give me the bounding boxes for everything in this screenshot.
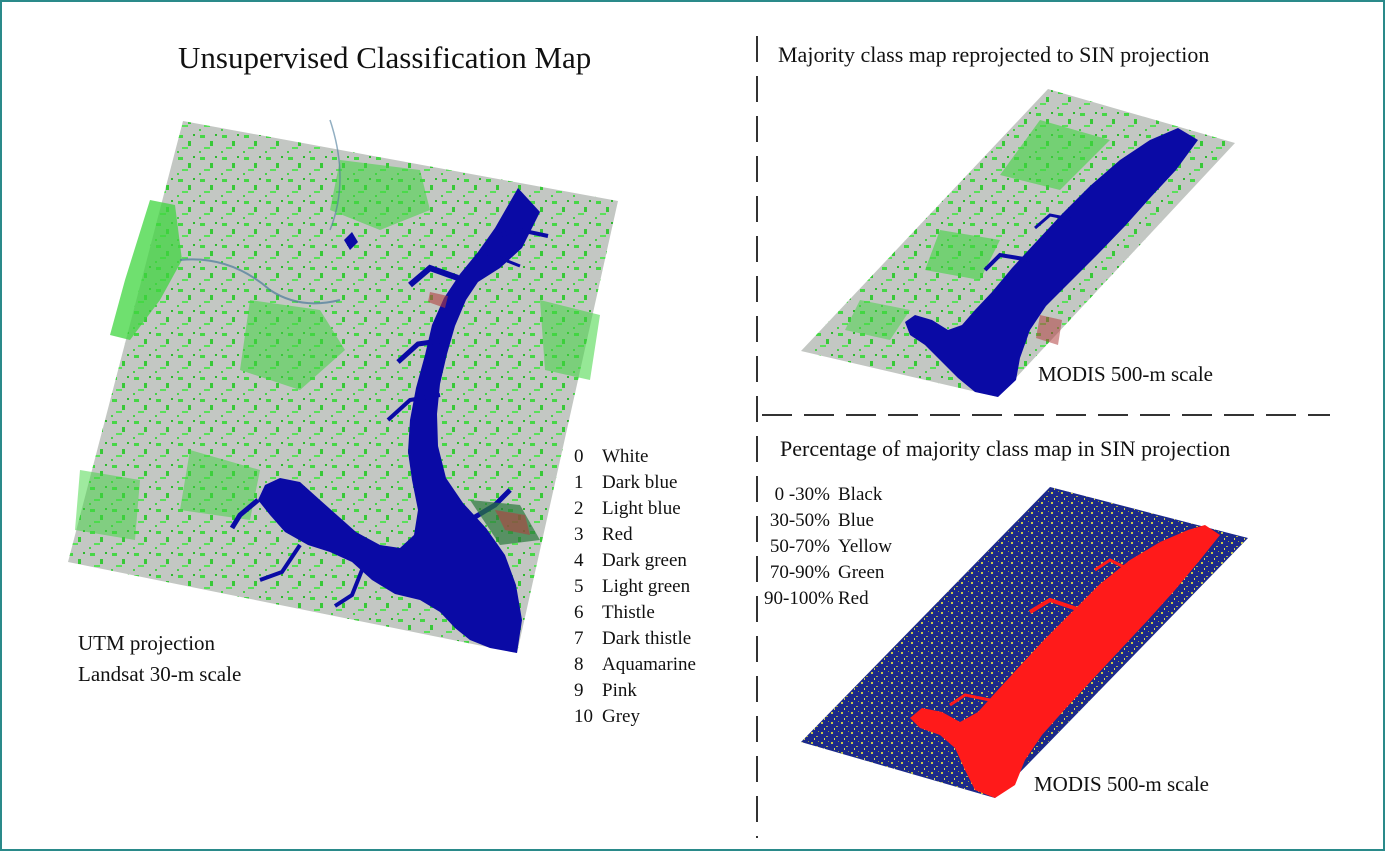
percentage-legend-item: 50-70% Yellow xyxy=(764,536,892,558)
class-name: Pink xyxy=(602,680,637,701)
percentage-color-name: Black xyxy=(838,484,883,505)
percentage-range: 90-100% xyxy=(764,588,834,609)
majority-scale-label: MODIS 500-m scale xyxy=(1038,362,1213,386)
class-legend-item: 2 Light blue xyxy=(574,498,681,520)
class-legend-item: 6 Thistle xyxy=(574,602,655,624)
percentage-legend-item: 90-100% Red xyxy=(764,588,869,610)
class-legend-item: 7 Dark thistle xyxy=(574,628,691,650)
class-name: Red xyxy=(602,524,633,545)
class-legend-item: 10 Grey xyxy=(574,706,640,728)
main-map-title: Unsupervised Classification Map xyxy=(178,40,592,75)
landsat-scale-label: Landsat 30-m scale xyxy=(78,662,242,686)
class-legend-item: 9 Pink xyxy=(574,680,637,702)
projection-label: UTM projection xyxy=(78,631,216,655)
percentage-map-title: Percentage of majority class map in SIN … xyxy=(780,436,1231,461)
class-code: 5 xyxy=(574,576,584,597)
class-legend-item: 8 Aquamarine xyxy=(574,654,696,676)
class-legend-item: 1 Dark blue xyxy=(574,472,677,494)
percentage-range: 70-90% xyxy=(769,562,830,583)
percentage-legend-item: 70-90% Green xyxy=(764,562,885,584)
majority-class-map xyxy=(801,89,1235,397)
class-name: Dark blue xyxy=(602,472,678,493)
percentage-legend-item: 0 -30% Black xyxy=(764,484,883,506)
percentage-color-name: Yellow xyxy=(838,536,893,557)
class-name: White xyxy=(602,446,649,467)
percentage-range: 30-50% xyxy=(769,510,830,531)
class-code: 1 xyxy=(574,472,584,493)
class-code: 2 xyxy=(574,498,584,519)
percentage-range: 0 -30% xyxy=(774,484,830,505)
class-code: 9 xyxy=(574,680,584,701)
class-legend-item: 0 White xyxy=(574,446,648,468)
landsat-classification-map xyxy=(68,119,618,653)
class-legend-item: 4 Dark green xyxy=(574,550,687,572)
class-name: Dark green xyxy=(602,550,687,571)
class-name: Thistle xyxy=(602,602,655,623)
class-name: Light blue xyxy=(602,498,681,519)
class-code: 7 xyxy=(574,628,584,649)
class-code: 6 xyxy=(574,602,584,623)
percentage-class-map xyxy=(801,487,1248,798)
percentage-scale-label: MODIS 500-m scale xyxy=(1034,772,1209,796)
class-name: Aquamarine xyxy=(602,654,696,675)
class-name: Light green xyxy=(602,576,691,597)
percentage-range: 50-70% xyxy=(769,536,830,557)
class-code: 10 xyxy=(574,706,593,727)
percentage-color-name: Red xyxy=(838,588,869,609)
class-code: 0 xyxy=(574,446,584,467)
percentage-legend-item: 30-50% Blue xyxy=(764,510,874,532)
class-code: 3 xyxy=(574,524,584,545)
class-legend-item: 3 Red xyxy=(574,524,633,546)
class-legend-item: 5 Light green xyxy=(574,576,690,598)
class-name: Grey xyxy=(602,706,640,727)
class-code: 4 xyxy=(574,550,584,571)
percentage-color-name: Green xyxy=(838,562,885,583)
percentage-color-name: Blue xyxy=(838,510,874,531)
majority-map-title: Majority class map reprojected to SIN pr… xyxy=(778,42,1210,67)
class-code: 8 xyxy=(574,654,584,675)
class-name: Dark thistle xyxy=(602,628,692,649)
